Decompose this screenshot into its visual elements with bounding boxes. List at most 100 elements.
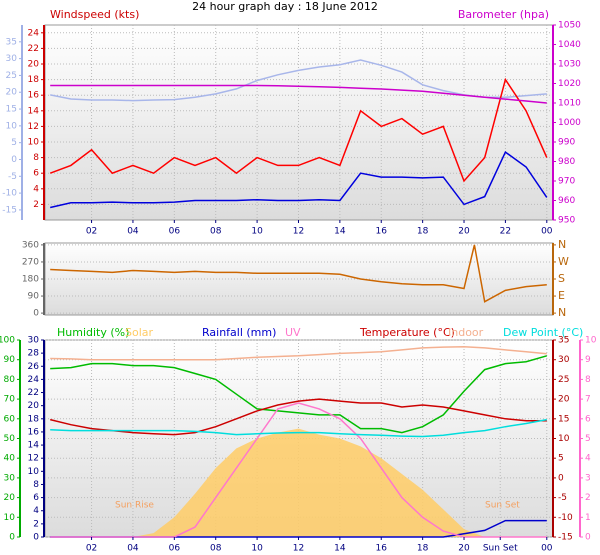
y-tick-label: 5 [11, 138, 17, 148]
y-tick-label: 10 [28, 138, 40, 148]
y-tick-label: 30 [558, 355, 570, 365]
x-tick-label: 02 [86, 227, 97, 237]
y-tick-label: 970 [558, 177, 575, 187]
plot-area [44, 242, 554, 316]
y-tick-label: W [558, 255, 569, 268]
y-tick-label: 80 [4, 375, 16, 385]
plot-area [44, 24, 554, 221]
y-tick-label: 960 [558, 196, 575, 206]
y-tick-label: 20 [28, 401, 40, 411]
y-tick-label: 14 [28, 106, 40, 116]
line [49, 77, 548, 183]
y-tick-label: 0 [33, 533, 39, 543]
y-tick-label: 30 [6, 54, 18, 64]
line [50, 84, 547, 104]
y-tick-label: -10 [2, 189, 17, 199]
x-tick-label: 06 [169, 227, 181, 237]
x-tick-label: 08 [210, 227, 222, 237]
y-tick-label: 10 [585, 336, 597, 346]
y-tick-label: 15 [558, 414, 569, 424]
y-tick-label: 1 [585, 513, 591, 523]
x-tick-label: 20 [458, 227, 470, 237]
y-tick-label: 6 [33, 169, 39, 179]
y-tick-label: 3 [585, 473, 591, 483]
x-tick-label: 16 [376, 227, 388, 237]
series-group [50, 244, 547, 303]
x-tick-label: 00 [541, 544, 553, 554]
x-tick-label: 12 [293, 544, 304, 554]
y-tick-label: -10 [558, 513, 573, 523]
y-tick-label: 1000 [558, 118, 581, 128]
y-tick-label: 980 [558, 157, 575, 167]
y-tick-label: 22 [28, 388, 39, 398]
y-tick-label: 180 [22, 275, 39, 285]
line [50, 418, 547, 438]
y-tick-label: 270 [22, 257, 39, 267]
x-tick-label: 04 [127, 544, 139, 554]
y-tick-label: 0 [11, 155, 17, 165]
annotation: Sun Rise [115, 501, 154, 511]
x-tick-label: 10 [251, 544, 263, 554]
x-tick-label: 02 [86, 544, 97, 554]
y-tick-label: 35 [558, 336, 569, 346]
legend-label: Rainfall (mm) [202, 326, 276, 339]
x-tick-label: 08 [210, 544, 222, 554]
y-tick-label: 24 [28, 375, 40, 385]
y-axis-label: Windspeed (kts) [50, 8, 139, 21]
y-tick-label: 9 [585, 355, 591, 365]
y-tick-label: 8 [33, 153, 39, 163]
x-tick-label: 10 [251, 227, 263, 237]
y-tick-label: 2 [33, 200, 39, 210]
y-tick-label: 35 [6, 37, 17, 47]
x-tick-label: 16 [376, 544, 388, 554]
y-tick-label: 20 [558, 395, 570, 405]
legend-label: Dew Point (°C) [503, 326, 583, 339]
y2-axis-label: Barometer (hpa) [458, 8, 549, 21]
y-tick-label: 2 [585, 493, 591, 503]
y-tick-label: -5 [8, 172, 17, 182]
y-tick-label: 12 [28, 122, 39, 132]
y-tick-label: 2 [33, 519, 39, 529]
chart-title: 24 hour graph day : 18 June 2012 [192, 0, 378, 13]
y-tick-label: 20 [28, 60, 40, 70]
y-tick-label: 70 [4, 395, 16, 405]
y-tick-label: 10 [4, 513, 16, 523]
line [50, 244, 547, 303]
y-tick-label: 20 [6, 88, 18, 98]
y-tick-label: 25 [6, 71, 17, 81]
y-tick-label: 22 [28, 44, 39, 54]
y-tick-label: 1010 [558, 99, 581, 109]
y-tick-label: 0 [558, 473, 564, 483]
y-tick-label: 5 [558, 454, 564, 464]
y-tick-label: 100 [0, 336, 15, 346]
area [50, 428, 547, 537]
x-tick-label: 18 [417, 544, 429, 554]
y-tick-label: -5 [558, 493, 567, 503]
x-tick-label: Sun Set [483, 544, 518, 554]
y-tick-label: 0 [9, 533, 15, 543]
y-tick-label: 1050 [558, 21, 581, 31]
y-tick-label: 90 [28, 292, 40, 302]
y-tick-label: 5 [585, 434, 591, 444]
y-tick-label: 15 [6, 105, 17, 115]
y-tick-label: E [558, 289, 565, 302]
y-tick-label: N [558, 306, 566, 319]
y-tick-label: 10 [6, 121, 18, 131]
y-tick-label: 10 [558, 434, 570, 444]
y-tick-label: 1040 [558, 40, 581, 50]
y-tick-label: 6 [585, 414, 591, 424]
line [50, 150, 548, 209]
x-tick-label: 18 [417, 227, 429, 237]
legend-label: UV [285, 326, 301, 339]
y-tick-label: 24 [28, 28, 40, 38]
y-tick-label: 18 [28, 75, 40, 85]
line [50, 345, 547, 361]
y-tick-label: 1020 [558, 79, 581, 89]
x-tick-label: 20 [458, 544, 470, 554]
y-tick-label: 60 [4, 414, 16, 424]
x-tick-label: 04 [127, 227, 139, 237]
series-group [49, 59, 548, 209]
y-tick-label: 25 [558, 375, 569, 385]
annotation: Sun Set [485, 501, 520, 511]
